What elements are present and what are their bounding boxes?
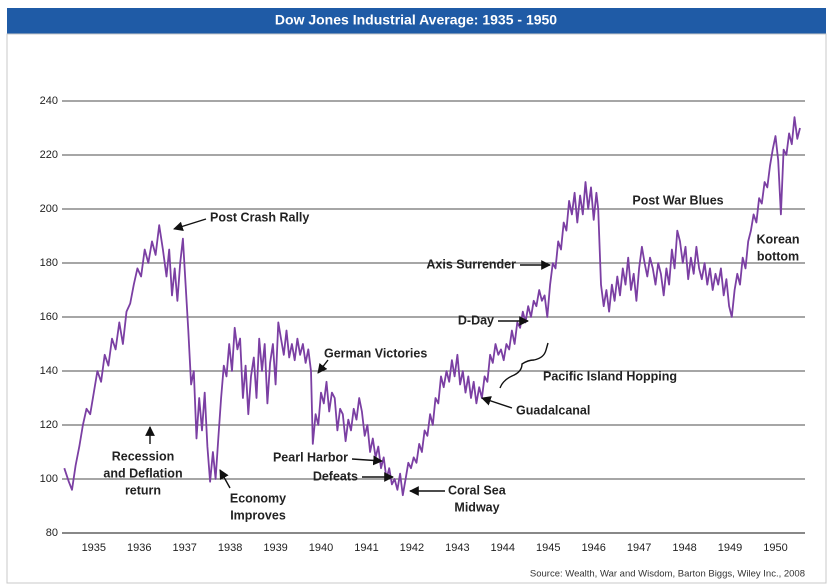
x-tick-label: 1937 [172, 542, 196, 554]
annotation-arrow [219, 469, 231, 489]
x-tick-label: 1940 [309, 542, 333, 554]
annotation: Korean [756, 232, 799, 246]
x-tick-label: 1936 [127, 542, 151, 554]
x-tick-label: 1946 [581, 542, 605, 554]
y-tick-label: 240 [40, 95, 58, 107]
annotation: Post War Blues [632, 193, 723, 207]
annotation: Midway [454, 500, 499, 514]
data-line [63, 116, 801, 497]
y-tick-label: 140 [40, 365, 58, 377]
annotation-arrow [481, 396, 513, 409]
annotation: Economy [230, 491, 286, 505]
x-tick-label: 1941 [354, 542, 378, 554]
annotation: Guadalcanal [516, 403, 590, 417]
annotation-bracket [499, 342, 549, 389]
x-tick-label: 1947 [627, 542, 651, 554]
annotation: and Deflation [103, 466, 182, 480]
annotation: Defeats [313, 469, 358, 483]
y-tick-label: 200 [40, 203, 58, 215]
annotation: Pacific Island Hopping [543, 369, 677, 383]
annotation: Recession [112, 449, 175, 463]
y-tick-label: 220 [40, 149, 58, 161]
y-tick-label: 100 [40, 473, 58, 485]
y-tick-label: 180 [40, 257, 58, 269]
x-tick-label: 1944 [491, 542, 515, 554]
x-tick-label: 1935 [82, 542, 106, 554]
y-tick-label: 160 [40, 311, 58, 323]
annotation: Axis Surrender [426, 257, 516, 271]
annotation: Coral Sea [448, 483, 507, 497]
frame [6, 33, 827, 584]
annotation: return [125, 483, 161, 497]
x-tick-label: 1950 [763, 542, 787, 554]
x-tick-label: 1943 [445, 542, 469, 554]
annotation: Pearl Harbor [273, 450, 348, 464]
title-bar [7, 8, 826, 34]
source-note: Source: Wealth, War and Wisdom, Barton B… [530, 569, 805, 580]
annotation: bottom [757, 249, 799, 263]
x-tick-label: 1948 [672, 542, 696, 554]
annotation: Post Crash Rally [210, 210, 309, 224]
y-tick-label: 120 [40, 419, 58, 431]
annotation: Improves [230, 508, 286, 522]
x-tick-label: 1949 [718, 542, 742, 554]
x-tick-label: 1942 [400, 542, 424, 554]
annotation: German Victories [324, 346, 427, 360]
y-tick-label: 80 [46, 527, 58, 539]
x-tick-label: 1939 [263, 542, 287, 554]
annotation-arrow [173, 218, 207, 232]
annotation: D-Day [458, 313, 494, 327]
x-tick-label: 1938 [218, 542, 242, 554]
x-tick-label: 1945 [536, 542, 560, 554]
chart-title: Dow Jones Industrial Average: 1935 - 195… [275, 12, 557, 28]
annotation-arrow [351, 455, 383, 466]
annotation-arrow [317, 359, 329, 374]
